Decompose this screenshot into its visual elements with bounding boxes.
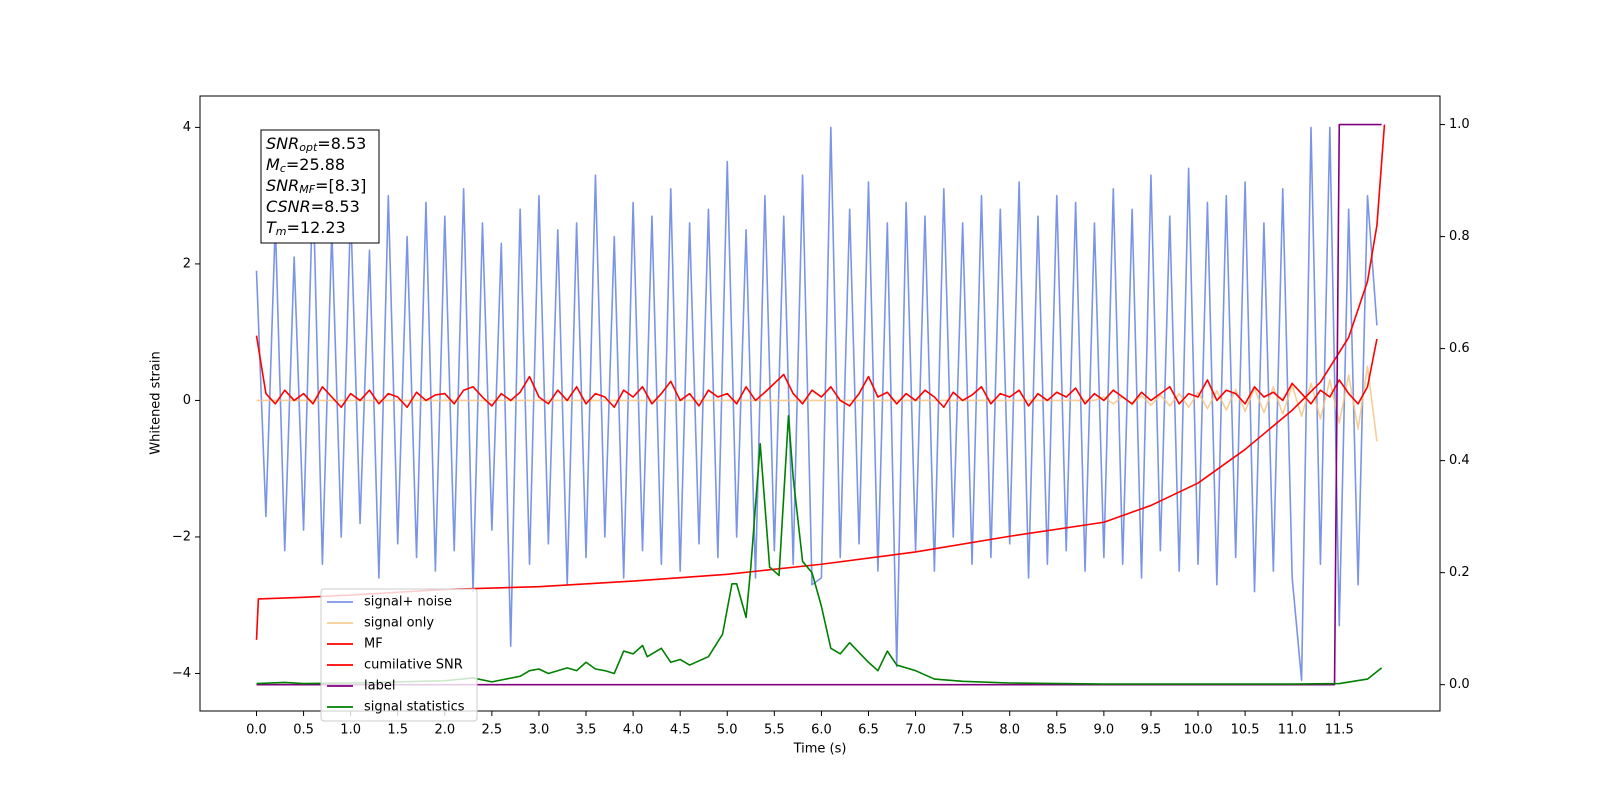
annotation-symbol: CSNR [266, 197, 311, 216]
x-tick-label: 7.0 [905, 723, 926, 738]
x-tick-label: 10.0 [1184, 723, 1213, 738]
x-axis-label: Time (s) [793, 742, 847, 757]
x-tick-label: 8.0 [999, 723, 1020, 738]
annotation-symbol: SNR [266, 134, 299, 153]
annotation-symbol: M [266, 155, 280, 174]
series-line [256, 123, 1382, 686]
y2-tick-label: 0.2 [1449, 565, 1470, 580]
axes-frame [199, 95, 1441, 712]
annotation-symbol: T [266, 218, 277, 237]
legend-label: signal+ noise [364, 595, 452, 610]
annotation-value: =[8.3] [315, 176, 366, 195]
y-tick-label: −2 [172, 529, 191, 544]
annotation-value: =12.23 [287, 218, 346, 237]
annotation-line: SNRMF=[8.3] [266, 176, 366, 197]
annotation-subscript: MF [299, 183, 315, 196]
series-line [255, 335, 1378, 409]
x-tick-label: 2.5 [482, 723, 503, 738]
x-tick-label: 9.5 [1141, 723, 1162, 738]
x-tick-label: 3.0 [529, 723, 550, 738]
x-tick-label: 7.5 [952, 723, 973, 738]
x-tick-label: 0.0 [246, 723, 267, 738]
y2-tick-label: 0.0 [1449, 677, 1470, 692]
x-tick-label: 4.0 [623, 723, 644, 738]
legend-label: label [364, 679, 395, 694]
y-tick-label: 0 [183, 393, 191, 408]
series-line [256, 415, 1383, 685]
x-tick-label: 1.5 [387, 723, 408, 738]
x-tick-label: 2.0 [434, 723, 455, 738]
y-tick-label: 4 [183, 120, 191, 135]
annotation-line: SNRopt=8.53 [266, 134, 366, 155]
legend-label: signal statistics [364, 700, 465, 715]
y-axis-label: Whitened strain [149, 351, 164, 454]
x-tick-label: 6.0 [811, 723, 832, 738]
x-tick-label: 1.0 [340, 723, 361, 738]
x-tick-label: 5.0 [717, 723, 738, 738]
x-tick-label: 0.5 [293, 723, 314, 738]
y2-tick-label: 0.8 [1449, 229, 1470, 244]
annotation-subscript: m [276, 225, 287, 238]
x-tick-label: 11.5 [1325, 723, 1354, 738]
annotation-subscript: c [280, 162, 286, 175]
x-tick-label: 8.5 [1046, 723, 1067, 738]
series-line [256, 365, 1378, 442]
legend-label: MF [364, 637, 383, 652]
series-line [255, 126, 1378, 682]
annotation-symbol: SNR [266, 176, 299, 195]
x-tick-label: 10.5 [1231, 723, 1260, 738]
y2-tick-label: 0.6 [1449, 341, 1470, 356]
x-tick-label: 9.0 [1094, 723, 1115, 738]
legend-label: cumilative SNR [364, 658, 463, 673]
annotation-line: Tm=12.23 [266, 218, 346, 239]
x-tick-label: 6.5 [858, 723, 879, 738]
annotation-box [260, 129, 380, 244]
x-tick-label: 5.5 [764, 723, 785, 738]
x-tick-label: 3.5 [576, 723, 597, 738]
x-tick-label: 11.0 [1278, 723, 1307, 738]
annotation-value: =8.53 [311, 197, 360, 216]
y-tick-label: 2 [183, 256, 191, 271]
y2-tick-label: 1.0 [1449, 117, 1470, 132]
y2-tick-label: 0.4 [1449, 453, 1470, 468]
annotation-value: =25.88 [286, 155, 345, 174]
legend-label: signal only [364, 616, 434, 631]
annotation-subscript: opt [299, 141, 318, 154]
annotation-line: Mc=25.88 [266, 155, 345, 176]
annotation-value: =8.53 [317, 134, 366, 153]
legend-box [320, 588, 478, 722]
annotation-line: CSNR=8.53 [266, 197, 360, 216]
y-tick-label: −4 [172, 666, 191, 681]
x-tick-label: 4.5 [670, 723, 691, 738]
